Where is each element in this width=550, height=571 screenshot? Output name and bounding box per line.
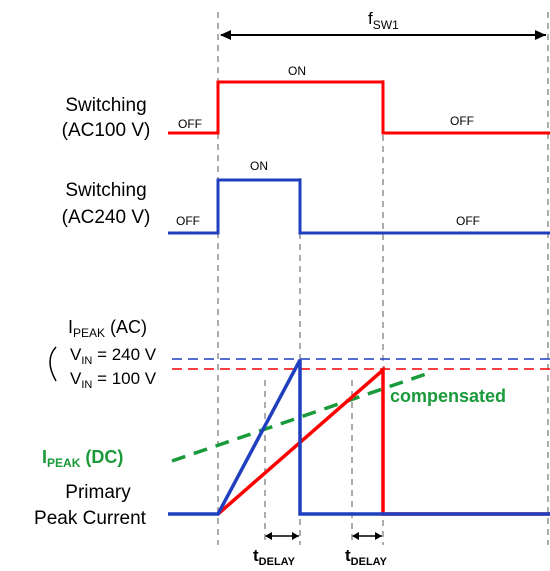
ipeak-ac-title: IPEAK (AC) — [68, 317, 147, 340]
ac240-switching-waveform — [168, 178, 550, 235]
delay1-label: tDELAY — [253, 546, 296, 568]
period-label: fSW1 — [368, 9, 399, 32]
ac240-off-right-label: OFF — [456, 214, 480, 228]
ac240-off-left-label: OFF — [176, 214, 200, 228]
ac100-label-line1: Switching — [65, 95, 146, 116]
ac100-on-label: ON — [288, 64, 306, 78]
ac240-label-line1: Switching — [65, 180, 146, 201]
primary-label-line1: Primary — [65, 482, 131, 503]
primary-label-line2: Peak Current — [34, 508, 147, 529]
vin-bracket — [49, 346, 57, 382]
vin-240-label: VIN = 240 V — [70, 345, 157, 367]
vin-100-label: VIN = 100 V — [70, 369, 157, 391]
ac100-label-line2: (AC100 V) — [62, 120, 151, 141]
ac240-primary-current — [168, 359, 550, 516]
compensated-label: compensated — [390, 386, 506, 406]
ac240-label-line2: (AC240 V) — [62, 207, 151, 228]
ac100-off-left-label: OFF — [178, 117, 202, 131]
ac240-on-label: ON — [250, 159, 268, 173]
ac100-off-right-label: OFF — [450, 114, 474, 128]
ac100-switching-waveform — [168, 80, 550, 135]
delay2-label: tDELAY — [345, 546, 388, 568]
ipeak-dc-label: IPEAK (DC) — [42, 447, 123, 470]
